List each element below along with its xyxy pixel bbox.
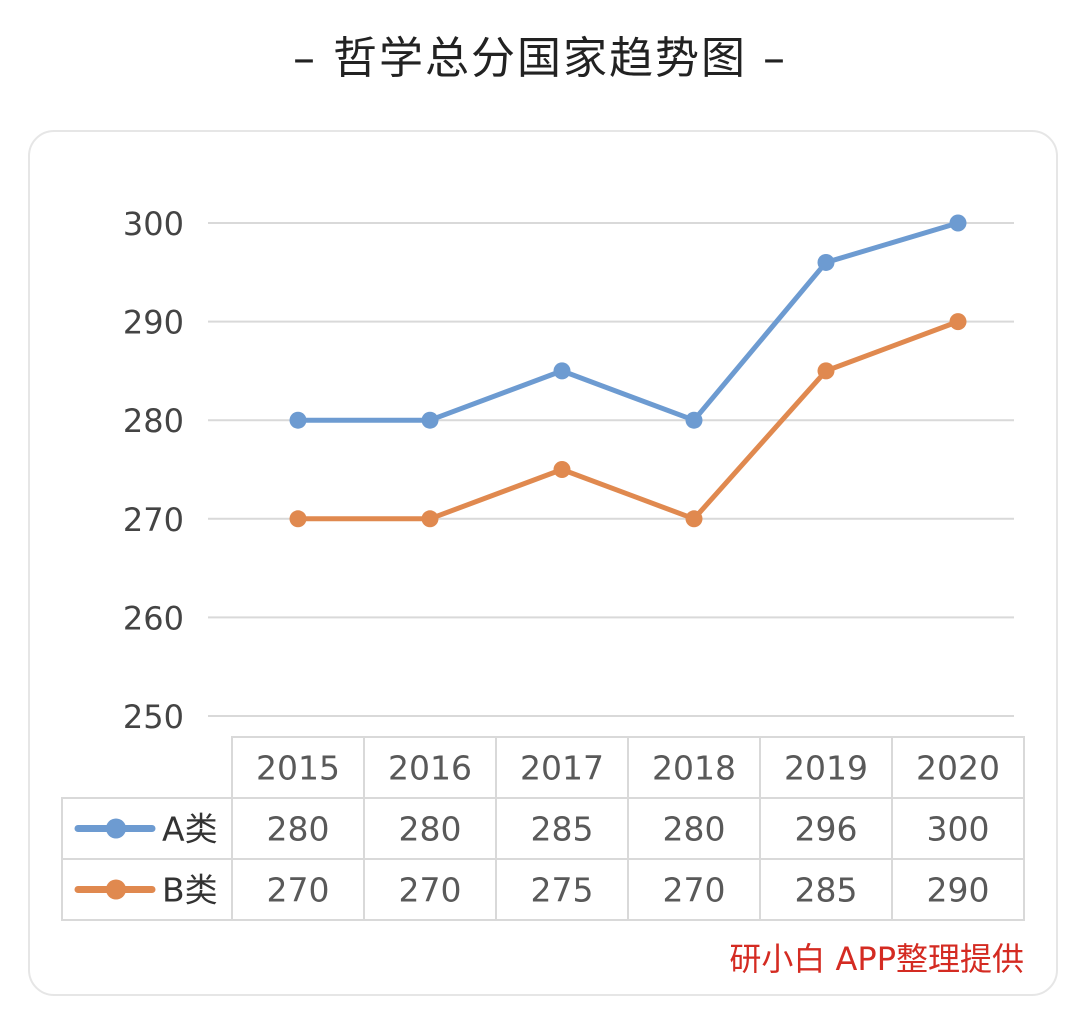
data-point-0-4: [817, 253, 835, 271]
data-point-1-4: [817, 362, 835, 380]
table-value-cell: 270: [399, 871, 462, 910]
data-point-1-5: [949, 313, 967, 331]
legend-label: B类: [162, 871, 218, 910]
data-point-1-1: [421, 510, 439, 528]
y-tick-label: 280: [123, 402, 184, 440]
table-value-cell: 275: [531, 871, 594, 910]
legend-marker-0: [106, 818, 126, 839]
data-point-0-0: [289, 411, 307, 429]
data-point-1-3: [685, 510, 703, 528]
x-category-label: 2020: [916, 749, 1000, 788]
table-value-cell: 300: [927, 810, 990, 849]
table-value-cell: 280: [663, 810, 726, 849]
table-value-cell: 270: [663, 871, 726, 910]
y-tick-label: 270: [123, 501, 184, 539]
data-point-0-1: [421, 411, 439, 429]
credit-text: 研小白 APP整理提供: [729, 940, 1024, 978]
legend-marker-1: [106, 879, 126, 900]
series-line-0: [295, 220, 961, 423]
chart-card: [28, 130, 1058, 996]
table-value-cell: 285: [795, 871, 858, 910]
data-point-1-0: [289, 510, 307, 528]
y-tick-label: 290: [123, 304, 184, 342]
table-value-cell: 280: [399, 810, 462, 849]
data-point-0-2: [553, 362, 571, 380]
table-value-cell: 296: [795, 810, 858, 849]
series-line-1: [295, 319, 961, 522]
legend-label: A类: [162, 810, 218, 849]
x-category-label: 2015: [256, 749, 340, 788]
x-category-label: 2016: [388, 749, 472, 788]
y-tick-label: 250: [123, 698, 184, 736]
x-category-label: 2017: [520, 749, 604, 788]
data-point-0-5: [949, 214, 967, 232]
data-point-0-3: [685, 411, 703, 429]
table-value-cell: 280: [267, 810, 330, 849]
page-title: – 哲学总分国家趋势图 –: [293, 33, 787, 84]
data-point-1-2: [553, 461, 571, 478]
y-tick-label: 300: [123, 205, 184, 243]
x-category-label: 2018: [652, 749, 736, 788]
table-value-cell: 270: [267, 871, 330, 910]
table-value-cell: 290: [927, 871, 990, 910]
y-tick-label: 260: [123, 599, 184, 637]
x-category-label: 2019: [784, 749, 868, 788]
table-value-cell: 285: [531, 810, 594, 849]
